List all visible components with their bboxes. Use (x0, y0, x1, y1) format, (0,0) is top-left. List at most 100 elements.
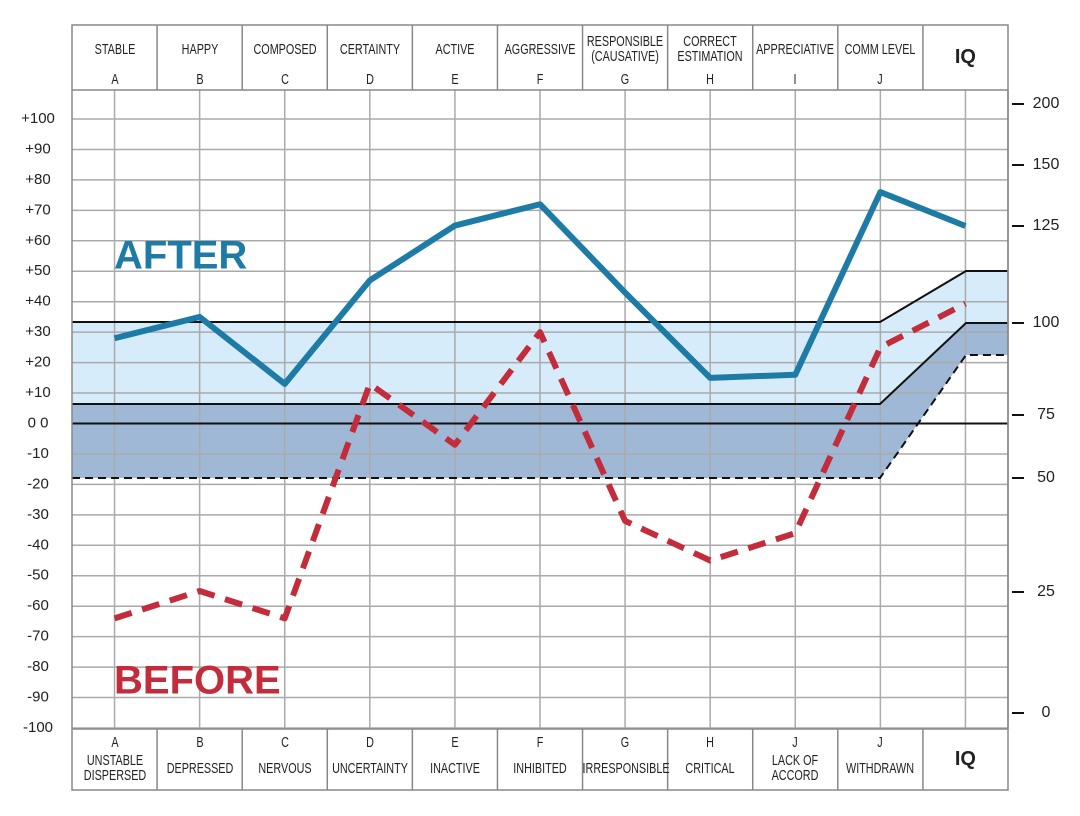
bottom-label-text: WITHDRAWN (846, 759, 915, 777)
top-letter-text: G (620, 70, 630, 88)
y-tick-label: -70 (27, 628, 49, 645)
top-letter-text: H (706, 70, 715, 88)
y-tick-label: +80 (25, 171, 50, 188)
y-tick-label: 0 0 (28, 414, 49, 431)
top-letter-text: B (195, 70, 204, 88)
bottom-letter: H (668, 733, 753, 751)
bottom-label: INHIBITED (497, 750, 582, 786)
top-letter-text: I (793, 70, 797, 88)
y2-tick-label: 50 (1037, 469, 1055, 486)
bottom-label-text: NERVOUS (258, 759, 312, 777)
bottom-letter: J (838, 733, 923, 751)
top-letter-text: C (280, 70, 289, 88)
iq-label: IQ (923, 740, 1008, 778)
bottom-label-text: UNSTABLE DISPERSED (83, 752, 146, 784)
y-tick-label: +70 (25, 201, 50, 218)
y2-tick-label: 75 (1037, 406, 1055, 423)
bottom-letter: A (72, 733, 157, 751)
top-letter: A (72, 70, 157, 88)
top-letter-text: E (451, 70, 459, 88)
top-letter: H (668, 70, 753, 88)
bottom-label-text: DEPRESSED (166, 759, 233, 777)
top-label-text: APPRECIATIVE (756, 40, 835, 58)
legend-label: BEFORE (114, 659, 281, 703)
top-letter: D (327, 70, 412, 88)
bottom-label: UNSTABLE DISPERSED (72, 750, 157, 786)
y2-tick-label: 0 (1042, 704, 1051, 721)
top-label-text: HAPPY (181, 40, 218, 58)
top-label-text: CERTAINTY (339, 40, 400, 58)
top-label: ACTIVE (412, 30, 497, 68)
top-label: APPRECIATIVE (753, 30, 838, 68)
bottom-letter-text: J (877, 733, 884, 751)
y2-tick-label: 125 (1033, 217, 1060, 234)
top-letter: G (583, 70, 668, 88)
bottom-label-text: LACK OF ACCORD (771, 752, 819, 784)
top-label: CORRECT ESTIMATION (668, 30, 753, 68)
y-tick-label: -60 (27, 597, 49, 614)
bottom-label: NERVOUS (242, 750, 327, 786)
top-letter-text: J (877, 70, 884, 88)
bottom-letter: F (497, 733, 582, 751)
top-label: COMPOSED (242, 30, 327, 68)
bottom-label: IRRESPONSIBLE (582, 750, 670, 786)
top-letter-text: D (365, 70, 374, 88)
bottom-letter-text: E (451, 733, 459, 751)
bottom-label-text: UNCERTAINTY (331, 759, 408, 777)
top-label-text: CORRECT ESTIMATION (677, 33, 743, 65)
before-line (113, 300, 967, 622)
bottom-letter: B (157, 733, 242, 751)
top-label: CERTAINTY (327, 30, 412, 68)
bottom-label: UNCERTAINTY (327, 750, 412, 786)
y-tick-label: -90 (27, 689, 49, 706)
normal-band-dark (72, 323, 1008, 478)
y-tick-label: -100 (23, 719, 53, 736)
top-label-text: COMPOSED (253, 40, 317, 58)
y2-tick-label: 200 (1033, 95, 1060, 112)
bottom-letter: E (412, 733, 497, 751)
y-tick-label: +50 (25, 262, 50, 279)
top-letter: I (753, 70, 838, 88)
y-tick-label: +60 (25, 232, 50, 249)
top-label: AGGRESSIVE (497, 30, 582, 68)
bottom-label-text: CRITICAL (685, 759, 735, 777)
bottom-letter-text: G (620, 733, 630, 751)
y-tick-label: -30 (27, 506, 49, 523)
y-tick-label: +10 (25, 384, 50, 401)
bottom-label: CRITICAL (668, 750, 753, 786)
bottom-letter-text: B (195, 733, 204, 751)
y2-tick-label: 25 (1037, 583, 1055, 600)
after-line (113, 189, 967, 387)
bottom-letter-text: F (536, 733, 544, 751)
top-label-text: AGGRESSIVE (504, 40, 576, 58)
top-letter: F (497, 70, 582, 88)
top-letter-text: F (536, 70, 544, 88)
top-label: COMM LEVEL (838, 30, 923, 68)
y-tick-label: +20 (25, 354, 50, 371)
band-line (72, 354, 1008, 479)
iq-label: IQ (923, 38, 1008, 76)
bottom-letter: J (753, 733, 838, 751)
y-tick-label: -10 (27, 445, 49, 462)
top-label-text: RESPONSIBLE (CAUSATIVE) (586, 33, 664, 65)
y-tick-label: -50 (27, 567, 49, 584)
iq-label-text: IQ (954, 45, 976, 68)
bottom-label-text: INACTIVE (429, 759, 480, 777)
y-tick-label: -80 (27, 658, 49, 675)
top-letter: B (157, 70, 242, 88)
top-label-text: STABLE (94, 40, 135, 58)
bottom-letter: D (327, 733, 412, 751)
top-letter: J (838, 70, 923, 88)
bottom-letter-text: D (365, 733, 374, 751)
y-tick-label: -20 (27, 475, 49, 492)
bottom-label: INACTIVE (412, 750, 497, 786)
bottom-letter: G (583, 733, 668, 751)
top-label-text: ACTIVE (435, 40, 475, 58)
top-label: RESPONSIBLE (CAUSATIVE) (583, 30, 668, 68)
bottom-letter-text: H (706, 733, 715, 751)
bottom-label-text: IRRESPONSIBLE (582, 759, 670, 777)
top-letter: C (242, 70, 327, 88)
top-label-text: COMM LEVEL (844, 40, 916, 58)
